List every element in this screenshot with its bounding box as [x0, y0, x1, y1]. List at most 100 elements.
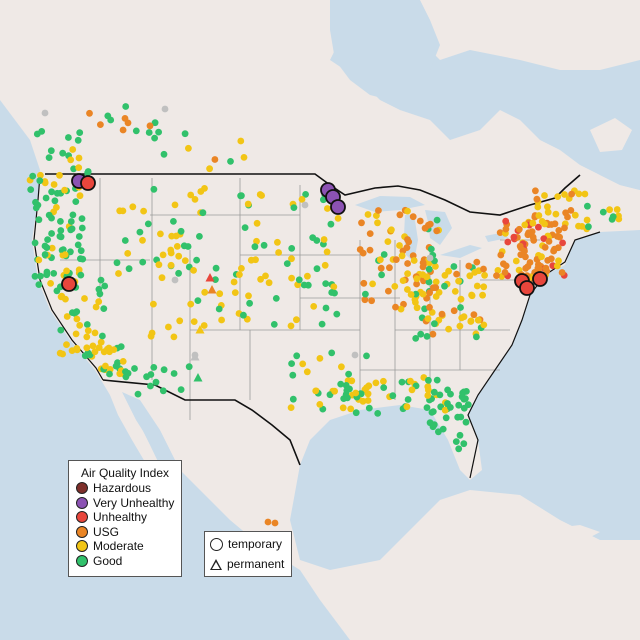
- monitor-point: [460, 404, 468, 412]
- monitor-point: [392, 256, 400, 263]
- monitor-point: [543, 267, 551, 275]
- monitor-point: [465, 262, 473, 270]
- monitor-point: [431, 320, 438, 328]
- monitor-point: [416, 217, 424, 225]
- lake-erie: [440, 245, 482, 258]
- monitor-point: [48, 188, 55, 196]
- monitor-point: [441, 406, 449, 414]
- monitor-point: [113, 259, 121, 267]
- monitor-point: [373, 212, 380, 220]
- hudson-bay: [330, 0, 440, 100]
- unhealthy-swatch: [76, 511, 88, 524]
- monitor-point: [237, 137, 245, 145]
- monitor-point: [70, 165, 77, 173]
- monitor-point: [412, 335, 420, 342]
- monitor-point: [457, 413, 465, 421]
- monitor-point: [78, 215, 86, 223]
- monitor-point: [63, 313, 71, 320]
- monitor-point: [338, 363, 345, 371]
- monitor-point: [561, 191, 568, 198]
- monitor-point: [345, 370, 352, 378]
- monitor-point: [168, 232, 176, 240]
- monitor-point: [521, 221, 529, 229]
- legend-label: Moderate: [93, 539, 144, 554]
- monitor-point: [165, 323, 172, 331]
- monitor-point: [211, 156, 219, 163]
- monitor-point: [352, 409, 360, 417]
- monitor-point: [125, 265, 133, 273]
- monitor-point: [410, 257, 418, 264]
- monitor-point: [76, 322, 84, 329]
- monitor-point: [171, 276, 179, 284]
- monitor-point: [41, 179, 49, 187]
- monitor-point: [494, 267, 502, 274]
- monitor-point: [274, 238, 281, 246]
- monitor-point: [473, 282, 481, 290]
- monitor-point: [466, 272, 474, 280]
- monitor-point: [38, 127, 46, 135]
- monitor-point: [63, 267, 70, 275]
- monitor-point: [362, 290, 369, 298]
- monitor-point: [50, 181, 58, 188]
- monitor-point: [457, 295, 465, 303]
- monitor-point: [320, 196, 327, 204]
- monitor-point: [455, 401, 463, 409]
- monitor-point: [496, 229, 504, 237]
- triangle-icon: [210, 558, 222, 570]
- monitor-point: [175, 269, 183, 277]
- monitor-point: [396, 242, 403, 249]
- monitor-point: [534, 264, 542, 272]
- monitor-point: [253, 219, 261, 227]
- monitor-point: [425, 278, 433, 286]
- permanent-monitor-point: [205, 273, 215, 282]
- monitor-point: [316, 355, 324, 362]
- monitor-point: [31, 239, 39, 247]
- monitor-point: [160, 366, 168, 374]
- legend-label: permanent: [227, 557, 285, 571]
- monitor-point: [47, 147, 55, 155]
- monitor-point: [524, 231, 532, 239]
- monitor-point: [581, 190, 589, 198]
- monitor-point: [368, 297, 375, 305]
- monitor-point: [190, 267, 198, 274]
- permanent-monitor-point: [207, 285, 217, 294]
- monitor-points-layer: [26, 103, 623, 545]
- monitor-point: [533, 195, 541, 203]
- monitor-point: [430, 284, 437, 292]
- monitor-point: [74, 241, 82, 249]
- monitor-point: [27, 186, 35, 194]
- legend-label: temporary: [228, 537, 283, 551]
- monitor-point: [57, 227, 65, 234]
- monitor-point: [413, 280, 420, 288]
- monitor-point: [295, 276, 303, 284]
- monitor-point: [356, 246, 364, 253]
- monitor-point: [312, 387, 320, 395]
- monitor-point: [56, 349, 64, 357]
- monitor-point: [360, 279, 368, 287]
- monitor-point: [547, 255, 555, 263]
- monitor-point: [497, 251, 505, 259]
- permanent-monitor-point: [195, 325, 205, 334]
- monitor-point: [301, 201, 309, 209]
- monitor-point: [339, 404, 347, 412]
- monitor-point: [343, 387, 351, 394]
- monitor-point: [110, 346, 118, 353]
- monitor-point: [404, 396, 412, 403]
- monitor-point: [428, 309, 436, 316]
- monitor-point: [246, 299, 254, 307]
- monitor-point: [407, 291, 415, 298]
- monitor-point: [426, 254, 434, 262]
- monitor-point: [554, 193, 562, 201]
- monitor-point: [99, 332, 106, 340]
- monitor-point: [423, 404, 431, 411]
- monitor-point: [391, 283, 399, 290]
- monitor-point: [139, 236, 146, 244]
- legend-label: Unhealthy: [93, 510, 148, 525]
- monitor-point: [538, 218, 546, 225]
- monitor-point: [48, 230, 55, 237]
- monitor-point: [231, 289, 239, 296]
- monitor-point: [555, 257, 562, 265]
- monitor-point: [151, 134, 159, 142]
- monitor-point: [322, 280, 330, 287]
- monitor-point: [171, 201, 179, 209]
